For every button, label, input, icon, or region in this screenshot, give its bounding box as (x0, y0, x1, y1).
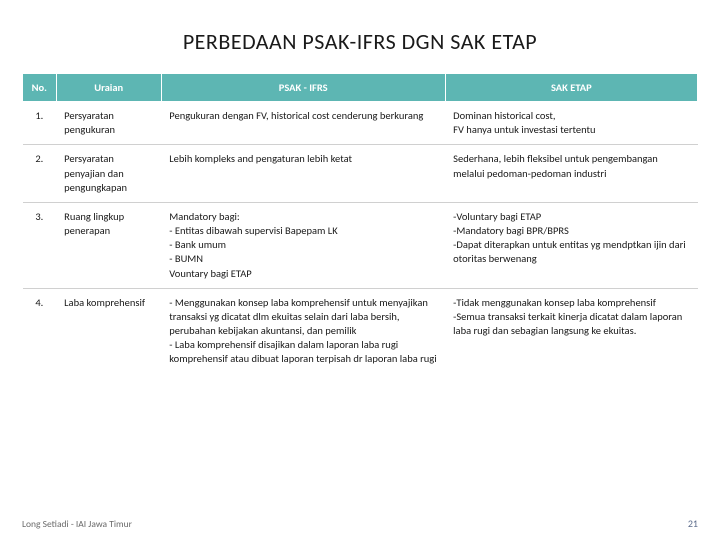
page-title: PERBEDAAN PSAK-IFRS DGN SAK ETAP (0, 0, 720, 73)
cell-sak: -Voluntary bagi ETAP-Mandatory bagi BPR/… (445, 202, 697, 288)
col-header-uraian: Uraian (56, 74, 161, 102)
table-row: 2. Persyaratan penyajian dan pengungkapa… (23, 145, 698, 203)
table-row: 3. Ruang lingkup penerapan Mandatory bag… (23, 202, 698, 288)
footer-author: Long Setiadi - IAI Jawa Timur (22, 518, 132, 530)
cell-no: 4. (23, 288, 57, 373)
table-row: 1. Persyaratan pengukuran Pengukuran den… (23, 102, 698, 145)
table-row: 4. Laba komprehensif - Menggunakan konse… (23, 288, 698, 373)
comparison-table-wrap: No. Uraian PSAK - IFRS SAK ETAP 1. Persy… (0, 73, 720, 374)
table-header-row: No. Uraian PSAK - IFRS SAK ETAP (23, 74, 698, 102)
cell-psak: Mandatory bagi:- Entitas dibawah supervi… (161, 202, 445, 288)
cell-psak: - Menggunakan konsep laba komprehensif u… (161, 288, 445, 373)
cell-uraian: Persyaratan penyajian dan pengungkapan (56, 145, 161, 203)
cell-no: 2. (23, 145, 57, 203)
page-number: 21 (688, 517, 698, 530)
cell-uraian: Laba komprehensif (56, 288, 161, 373)
cell-no: 1. (23, 102, 57, 145)
cell-sak: Sederhana, lebih fleksibel untuk pengemb… (445, 145, 697, 203)
col-header-psak: PSAK - IFRS (161, 74, 445, 102)
col-header-no: No. (23, 74, 57, 102)
cell-no: 3. (23, 202, 57, 288)
cell-uraian: Ruang lingkup penerapan (56, 202, 161, 288)
cell-sak: -Tidak menggunakan konsep laba komprehen… (445, 288, 697, 373)
cell-psak: Pengukuran dengan FV, historical cost ce… (161, 102, 445, 145)
cell-uraian: Persyaratan pengukuran (56, 102, 161, 145)
comparison-table: No. Uraian PSAK - IFRS SAK ETAP 1. Persy… (22, 73, 698, 374)
cell-sak: Dominan historical cost,FV hanya untuk i… (445, 102, 697, 145)
col-header-sak: SAK ETAP (445, 74, 697, 102)
cell-psak: Lebih kompleks and pengaturan lebih keta… (161, 145, 445, 203)
